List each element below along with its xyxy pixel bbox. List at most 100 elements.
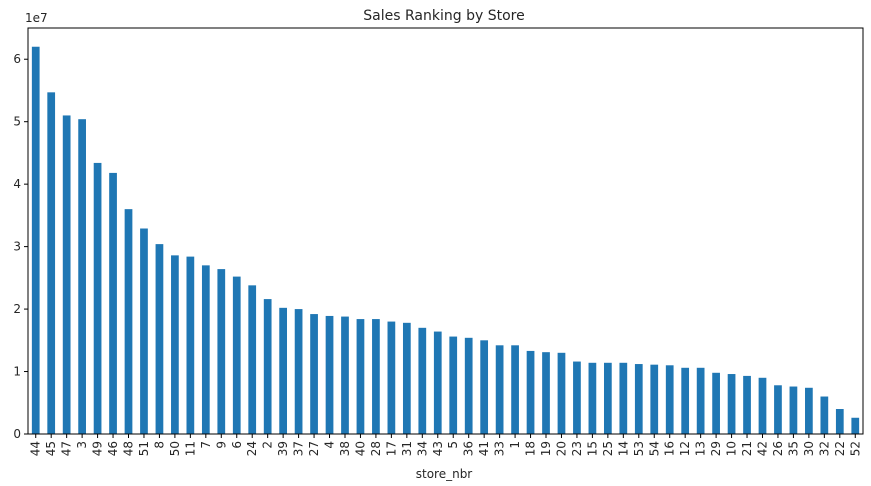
- x-tick-label: 49: [91, 441, 105, 456]
- y-tick-label: 4: [13, 177, 21, 191]
- bar-store-5: [449, 336, 458, 434]
- bar-store-30: [805, 387, 813, 434]
- bar-store-27: [310, 314, 318, 434]
- bar-store-25: [603, 362, 612, 434]
- x-tick-label: 3: [75, 441, 89, 449]
- x-tick-label: 12: [678, 441, 692, 456]
- y-tick-label: 1: [13, 365, 21, 379]
- bar-store-35: [789, 386, 798, 434]
- bar-store-16: [665, 365, 674, 434]
- x-tick-label: 53: [632, 441, 646, 456]
- bar-store-9: [217, 269, 226, 434]
- bar-store-31: [402, 322, 411, 434]
- x-tick-label: 16: [663, 441, 677, 456]
- x-tick-label: 19: [539, 441, 553, 456]
- x-tick-label: 11: [183, 441, 197, 456]
- y-tick-label: 3: [13, 240, 21, 254]
- bar-store-7: [201, 265, 210, 434]
- x-tick-label: 36: [462, 441, 476, 456]
- y-tick-label: 5: [13, 115, 21, 129]
- bar-store-43: [433, 331, 442, 434]
- x-tick-label: 18: [524, 441, 538, 456]
- bar-store-50: [171, 255, 179, 434]
- bar-store-33: [495, 345, 504, 434]
- x-tick-label: 51: [137, 441, 151, 456]
- x-tick-label: 41: [477, 441, 491, 456]
- x-tick-label: 5: [446, 441, 460, 449]
- x-tick-label: 14: [616, 441, 630, 456]
- bar-store-2: [263, 299, 272, 434]
- bar-store-48: [124, 209, 133, 434]
- x-tick-label: 44: [29, 441, 43, 456]
- x-tick-label: 35: [786, 441, 800, 456]
- bar-store-1: [511, 345, 519, 434]
- x-tick-label: 17: [384, 441, 398, 456]
- bar-store-29: [712, 372, 720, 434]
- bar-store-21: [743, 375, 751, 434]
- x-tick-label: 2: [261, 441, 275, 449]
- y-tick-label: 2: [13, 302, 21, 316]
- y-tick-label: 6: [13, 52, 21, 66]
- x-tick-label: 20: [554, 441, 568, 456]
- bar-store-40: [356, 319, 365, 434]
- x-tick-label: 31: [400, 441, 414, 456]
- x-tick-label: 45: [44, 441, 58, 456]
- bar-store-36: [464, 337, 473, 434]
- y-axis: 0 1 2 3 4 5 6: [13, 52, 28, 441]
- bars-group: [31, 46, 860, 434]
- x-tick-label: 10: [725, 441, 739, 456]
- x-tick-label: 9: [214, 441, 228, 449]
- bar-store-11: [186, 256, 195, 434]
- x-tick-label: 37: [292, 441, 306, 456]
- bar-store-20: [557, 352, 566, 434]
- bar-store-23: [573, 361, 581, 434]
- plot-frame: [27, 27, 864, 435]
- bar-store-52: [851, 417, 860, 434]
- bar-store-37: [294, 309, 303, 434]
- bar-store-46: [109, 172, 117, 434]
- bar-store-10: [727, 374, 736, 434]
- bar-store-49: [93, 162, 102, 434]
- x-tick-label: 43: [431, 441, 445, 456]
- x-tick-label: 28: [369, 441, 383, 456]
- y-tick-label: 0: [13, 427, 21, 441]
- x-tick-label: 30: [802, 441, 816, 456]
- x-tick-label: 54: [647, 441, 661, 456]
- x-tick-label: 52: [848, 441, 862, 456]
- bar-store-38: [341, 316, 349, 434]
- x-tick-label: 48: [122, 441, 136, 456]
- bar-store-42: [758, 377, 767, 434]
- bar-store-3: [78, 119, 86, 434]
- bar-store-17: [387, 321, 396, 434]
- x-tick-label: 4: [323, 441, 337, 449]
- x-tick-label: 33: [493, 441, 507, 456]
- x-tick-label: 29: [709, 441, 723, 456]
- x-tick-label: 15: [585, 441, 599, 456]
- bar-store-13: [696, 367, 705, 434]
- y-offset-text: 1e7: [25, 11, 48, 25]
- x-tick-label: 32: [817, 441, 831, 456]
- x-tick-label: 42: [755, 441, 769, 456]
- x-tick-label: 25: [601, 441, 615, 456]
- x-axis: 44 45 47 3 49 46 48 51 8 50 11 7 9 6 24 2 39 37 27 4 38 40 28 1…: [29, 434, 862, 456]
- bar-store-44: [31, 46, 40, 434]
- x-tick-label: 24: [245, 441, 259, 456]
- bar-store-14: [619, 362, 628, 434]
- x-axis-label: store_nbr: [416, 467, 473, 481]
- x-tick-label: 34: [415, 441, 429, 456]
- bar-store-26: [774, 385, 782, 434]
- x-tick-label: 39: [276, 441, 290, 456]
- x-tick-label: 21: [740, 441, 754, 456]
- bar-store-12: [681, 367, 690, 434]
- x-tick-label: 23: [570, 441, 584, 456]
- x-tick-label: 47: [60, 441, 74, 456]
- x-tick-label: 38: [338, 441, 352, 456]
- bar-store-45: [47, 92, 56, 434]
- bar-store-15: [588, 362, 597, 434]
- x-tick-label: 8: [152, 441, 166, 449]
- bar-store-18: [526, 350, 535, 434]
- bar-store-28: [372, 319, 380, 434]
- x-tick-label: 6: [230, 441, 244, 449]
